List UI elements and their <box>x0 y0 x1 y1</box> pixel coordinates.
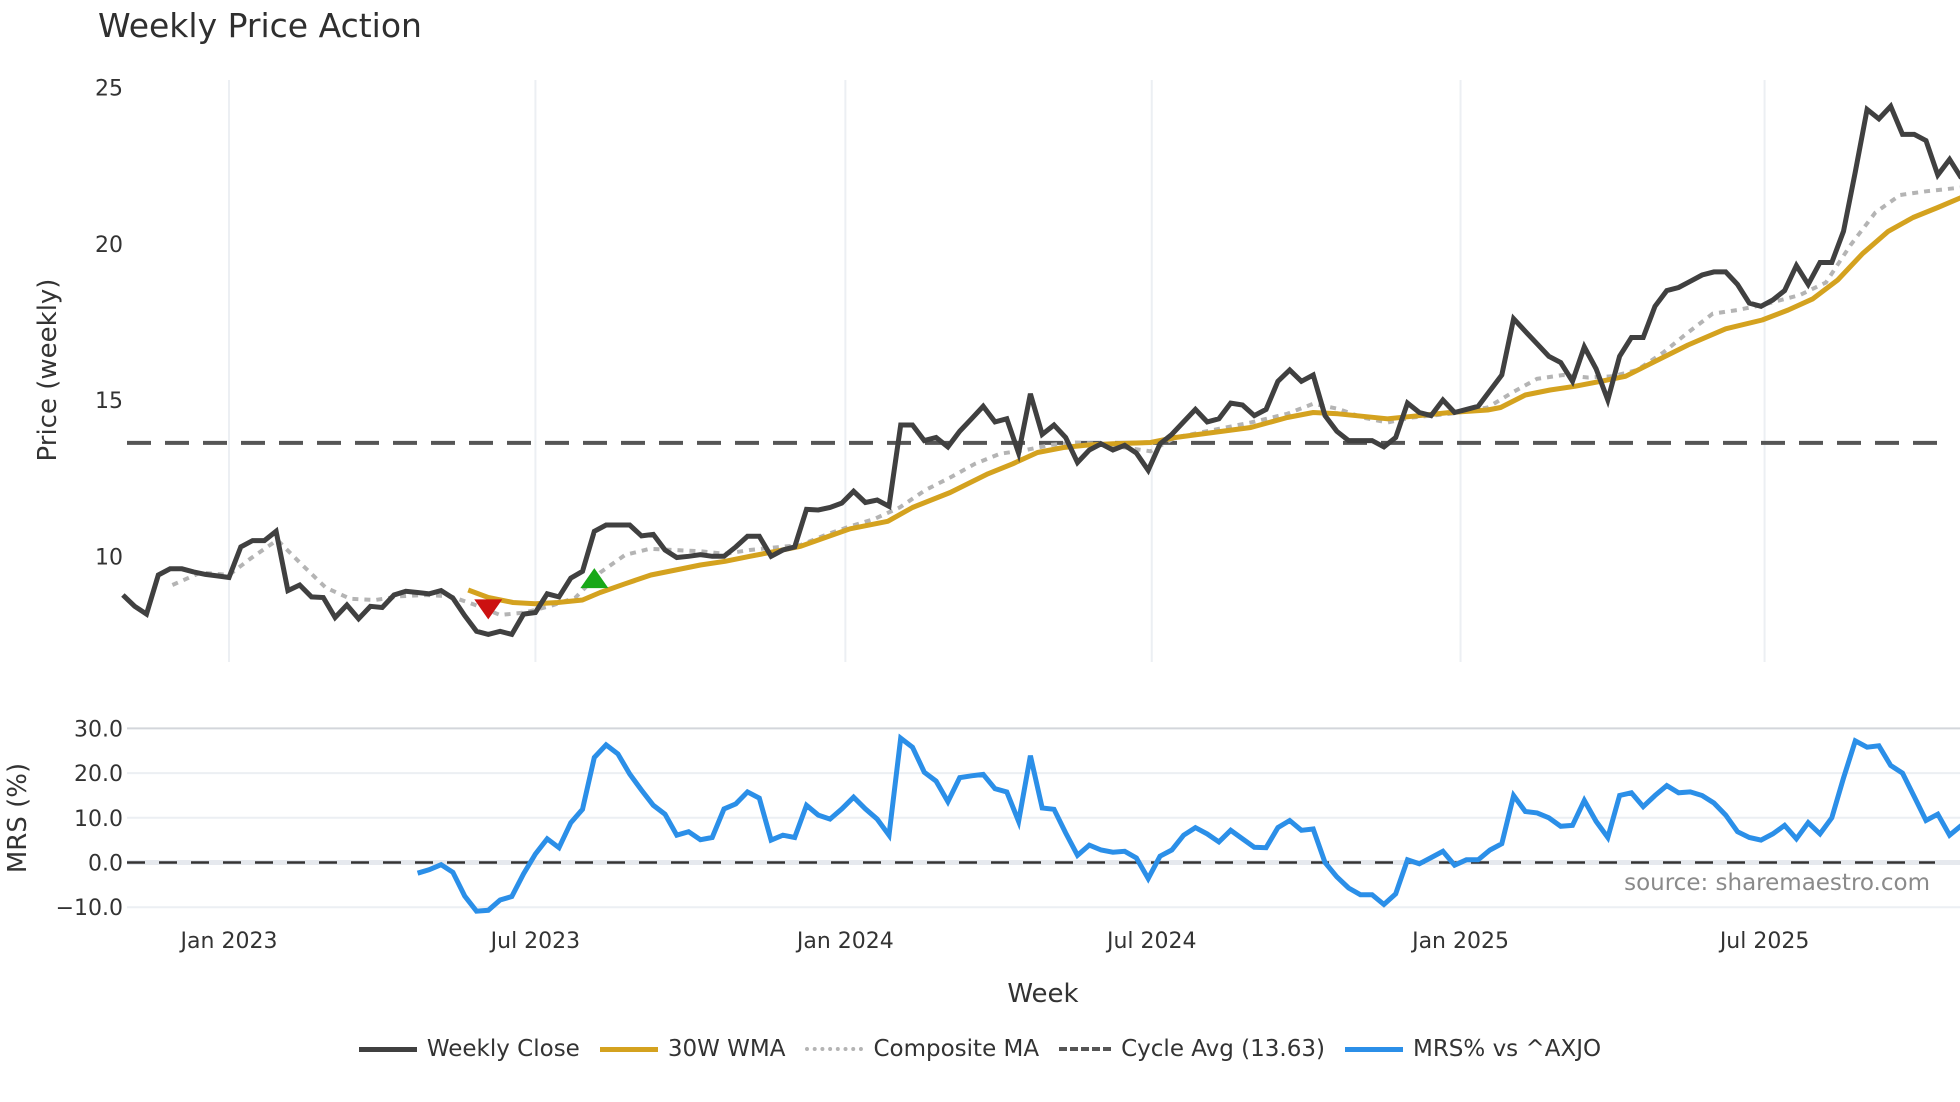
price-gridlines <box>228 80 1766 662</box>
sell-signal-down-triangle-icon <box>474 599 503 620</box>
legend-item-wma[interactable]: 30W WMA <box>599 1036 786 1062</box>
x-axis: Jan 2023 Jul 2023 Jan 2024 Jul 2024 Jan 2025… <box>179 929 1810 954</box>
x-tick-label: Jul 2023 <box>489 929 581 954</box>
mrs-y-axis-title: MRS (%) <box>3 763 33 873</box>
price-y-tick-label: 25 <box>95 77 123 102</box>
price-y-axis: 10 15 20 25 <box>95 77 123 571</box>
legend-label: Composite MA <box>873 1036 1040 1062</box>
legend-item-composite-ma[interactable]: Composite MA <box>805 1036 1039 1062</box>
weekly-close-swatch-icon <box>358 1046 417 1052</box>
mrs-swatch-icon <box>1344 1046 1403 1052</box>
x-tick-label: Jul 2025 <box>1718 929 1810 954</box>
x-tick-label: Jan 2023 <box>179 929 278 954</box>
price-y-tick-label: 20 <box>95 233 123 258</box>
composite-ma-line <box>171 185 1960 618</box>
cycle-avg-swatch-icon <box>1059 1047 1112 1051</box>
legend-label: Weekly Close <box>426 1036 580 1062</box>
price-y-tick-label: 15 <box>95 389 123 414</box>
price-y-axis-title: Price (weekly) <box>33 279 63 462</box>
price-y-tick-label: 10 <box>95 545 123 570</box>
mrs-y-tick-label: 0.0 <box>88 852 123 877</box>
x-tick-label: Jan 2025 <box>1410 929 1509 954</box>
wma-30w-line <box>467 195 1960 607</box>
buy-signal-up-triangle-icon <box>580 568 609 589</box>
chart-title: Weekly Price Action <box>98 6 422 45</box>
source-note: source: sharemaestro.com <box>1624 870 1930 896</box>
mrs-y-tick-label: 30.0 <box>74 717 123 742</box>
mrs-y-tick-label: 20.0 <box>74 762 123 787</box>
mrs-y-axis: −10.0 0.0 10.0 20.0 30.0 <box>56 717 123 921</box>
legend-item-mrs[interactable]: MRS% vs ^AXJO <box>1344 1036 1602 1062</box>
legend-label: MRS% vs ^AXJO <box>1412 1036 1602 1062</box>
legend-label: Cycle Avg (13.63) <box>1121 1036 1325 1062</box>
x-tick-label: Jul 2024 <box>1105 929 1197 954</box>
legend: Weekly Close 30W WMA Composite MA Cycle … <box>0 1036 1960 1062</box>
weekly-close-line <box>121 101 1960 638</box>
mrs-line <box>416 733 1960 914</box>
x-tick-label: Jan 2024 <box>795 929 894 954</box>
mrs-y-tick-label: −10.0 <box>56 896 123 921</box>
legend-item-weekly-close[interactable]: Weekly Close <box>358 1036 580 1062</box>
mrs-gridlines <box>127 727 1960 909</box>
mrs-y-tick-label: 10.0 <box>74 807 123 832</box>
legend-label: 30W WMA <box>667 1036 786 1062</box>
x-axis-title: Week <box>1007 979 1078 1009</box>
composite-ma-swatch-icon <box>805 1047 864 1051</box>
wma-swatch-icon <box>599 1046 658 1052</box>
signal-markers <box>474 568 609 620</box>
legend-item-cycle-avg[interactable]: Cycle Avg (13.63) <box>1059 1036 1325 1062</box>
